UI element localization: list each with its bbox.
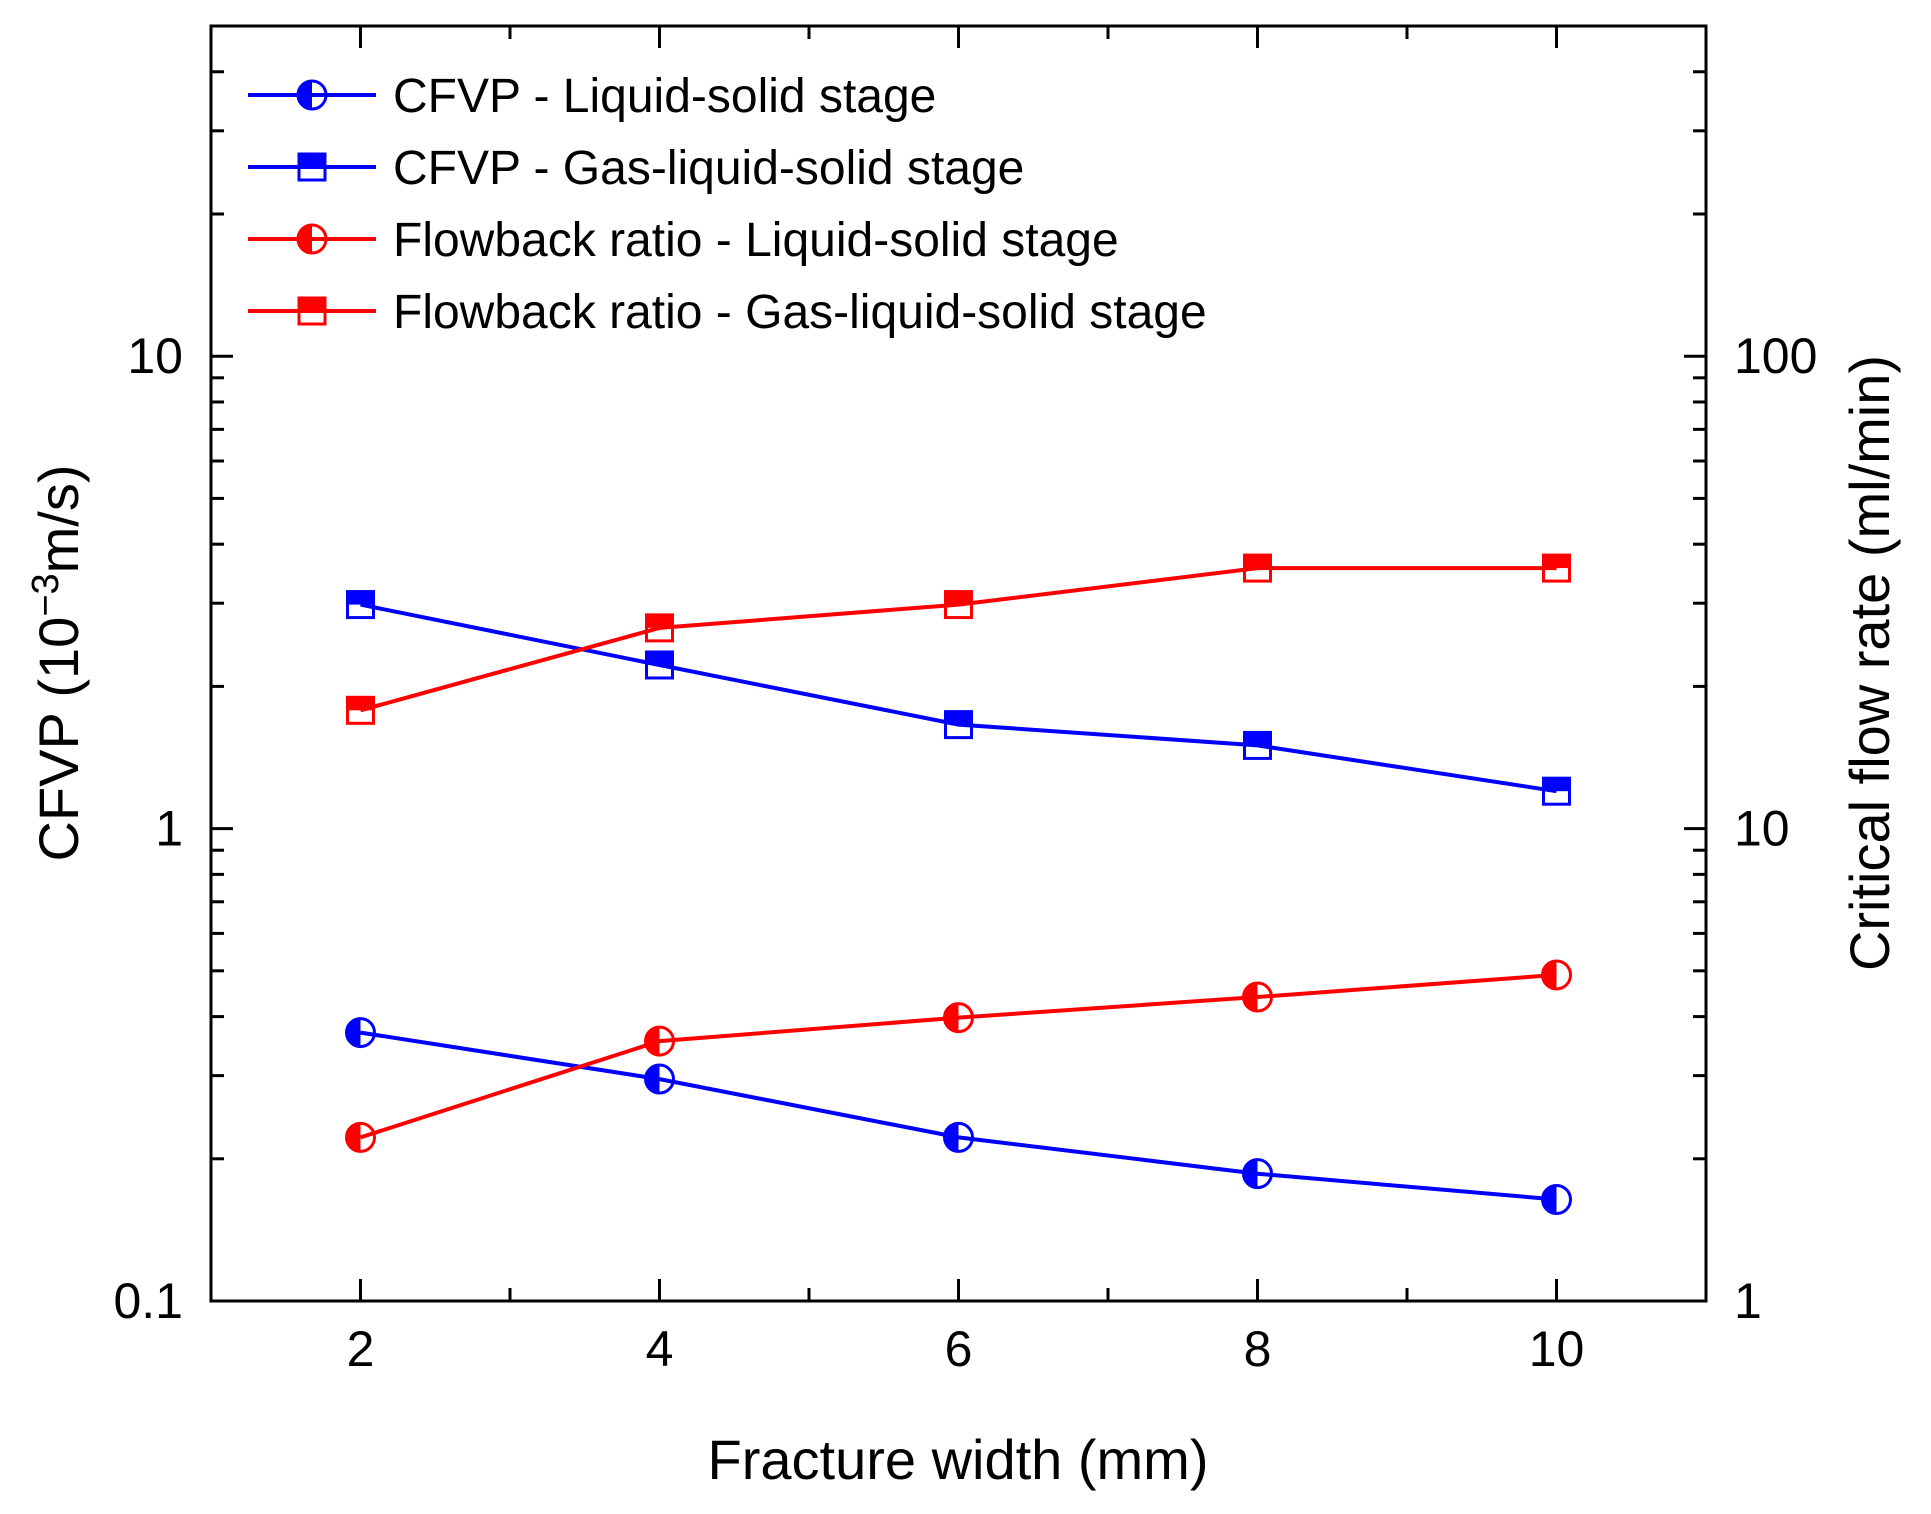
series-2-point-fill <box>945 711 972 725</box>
series-2-point <box>1542 776 1571 806</box>
series-4-point <box>1542 553 1571 583</box>
series-4-point-fill <box>1244 555 1271 569</box>
series-4-point-outline <box>346 695 375 725</box>
legend-marker-outline <box>296 79 328 111</box>
series-1-point <box>345 1017 376 1049</box>
series-4-point-fill <box>1543 555 1570 569</box>
legend-marker-fill <box>299 298 325 311</box>
legend-item: Flowback ratio - Gas-liquid-solid stage <box>248 286 1207 339</box>
series-2-point-fill <box>1244 732 1271 746</box>
legend-marker <box>296 79 328 111</box>
legend-item: CFVP - Liquid-solid stage <box>248 70 936 123</box>
series-layer <box>345 553 1572 1216</box>
series-4-point <box>645 613 674 643</box>
series-2-point-outline <box>944 710 973 740</box>
series-2-point <box>645 650 674 680</box>
series-3 <box>345 959 1572 1153</box>
series-4-point-fill <box>347 697 374 711</box>
y-left-title-tail: m/s) <box>27 464 90 573</box>
y-left-tick-label: 1 <box>155 801 183 857</box>
y-right-tick-label: 1 <box>1734 1273 1762 1329</box>
series-2-point <box>1243 730 1272 760</box>
series-4-point-fill <box>646 614 673 628</box>
legend-label: Flowback ratio - Gas-liquid-solid stage <box>393 286 1207 339</box>
series-4-point-outline <box>1243 553 1272 583</box>
series-1-point <box>1242 1158 1273 1190</box>
series-2-point-outline <box>1542 776 1571 806</box>
series-2-point-fill <box>646 651 673 665</box>
series-1-point-outline <box>644 1063 675 1095</box>
series-2-point-fill <box>1543 778 1570 792</box>
x-tick-label: 8 <box>1244 1321 1272 1377</box>
legend-label: Flowback ratio - Liquid-solid stage <box>393 214 1119 267</box>
series-2-point-fill <box>347 591 374 605</box>
y-right-tick-label: 10 <box>1734 801 1790 857</box>
legend-marker-fill <box>299 154 325 167</box>
series-2-point-outline <box>1243 730 1272 760</box>
series-3-point <box>1541 959 1572 991</box>
series-3-point-outline <box>1242 981 1273 1013</box>
y-left-title-sup: −3 <box>25 573 67 616</box>
series-1 <box>345 1017 1572 1216</box>
legend-marker-outline <box>297 152 327 182</box>
series-3-point-outline <box>345 1121 376 1153</box>
series-2-point-outline <box>645 650 674 680</box>
series-4-point <box>346 695 375 725</box>
x-tick-label: 6 <box>945 1321 973 1377</box>
legend-item: CFVP - Gas-liquid-solid stage <box>248 142 1024 195</box>
x-axis-title: Fracture width (mm) <box>708 1428 1209 1491</box>
plot-frame <box>209 24 1708 1303</box>
series-2-point <box>944 710 973 740</box>
series-3-point <box>1242 981 1273 1013</box>
series-1-point <box>644 1063 675 1095</box>
x-tick-label: 4 <box>646 1321 674 1377</box>
series-1-point-outline <box>943 1121 974 1153</box>
series-3-point <box>644 1025 675 1057</box>
series-4-point-outline <box>1542 553 1571 583</box>
legend-label: CFVP - Liquid-solid stage <box>393 70 936 123</box>
series-3-point-outline <box>1541 959 1572 991</box>
series-4-point-outline <box>645 613 674 643</box>
series-2-point <box>346 590 375 620</box>
x-tick-label: 2 <box>347 1321 375 1377</box>
series-3-point-outline <box>644 1025 675 1057</box>
y-axis-title-right: Critical flow rate (ml/min) <box>1838 355 1901 971</box>
legend-marker-outline <box>297 296 327 326</box>
legend-label: CFVP - Gas-liquid-solid stage <box>393 142 1024 195</box>
series-3-line <box>359 972 1557 1140</box>
series-1-point-outline <box>1242 1158 1273 1190</box>
series-3-point <box>943 1002 974 1034</box>
legend-item: Flowback ratio - Liquid-solid stage <box>248 214 1119 267</box>
series-1-point-outline <box>1541 1184 1572 1216</box>
legend-marker <box>296 223 328 255</box>
y-right-tick-label: 100 <box>1734 328 1817 384</box>
series-1-line <box>360 1030 1557 1202</box>
series-2-point-outline <box>346 590 375 620</box>
y-axis-title-left: CFVP (10−3m/s) <box>25 464 90 861</box>
series-2 <box>346 590 1571 806</box>
series-4-point <box>1243 553 1272 583</box>
y-left-tick-label: 10 <box>127 328 183 384</box>
legend-marker-outline <box>296 223 328 255</box>
series-1-point <box>943 1121 974 1153</box>
series-3-point-outline <box>943 1002 974 1034</box>
series-4 <box>346 553 1571 725</box>
series-4-line <box>359 566 1557 713</box>
series-4-point-outline <box>944 590 973 620</box>
series-4-point-fill <box>945 591 972 605</box>
series-1-point-outline <box>345 1017 376 1049</box>
series-2-line <box>360 602 1557 794</box>
legend: CFVP - Liquid-solid stage CFVP - Gas-liqu… <box>248 70 1207 339</box>
y-left-title-main: CFVP (10 <box>27 617 90 862</box>
x-tick-label: 10 <box>1529 1321 1585 1377</box>
ticks-layer: 2 4 6 8 10 0.1 1 10 1 10 100 <box>113 24 1817 1377</box>
series-1-point <box>1541 1184 1572 1216</box>
legend-marker <box>297 296 327 326</box>
series-4-point <box>944 590 973 620</box>
series-3-point <box>345 1121 376 1153</box>
y-left-tick-label: 0.1 <box>113 1273 183 1329</box>
legend-marker <box>297 152 327 182</box>
